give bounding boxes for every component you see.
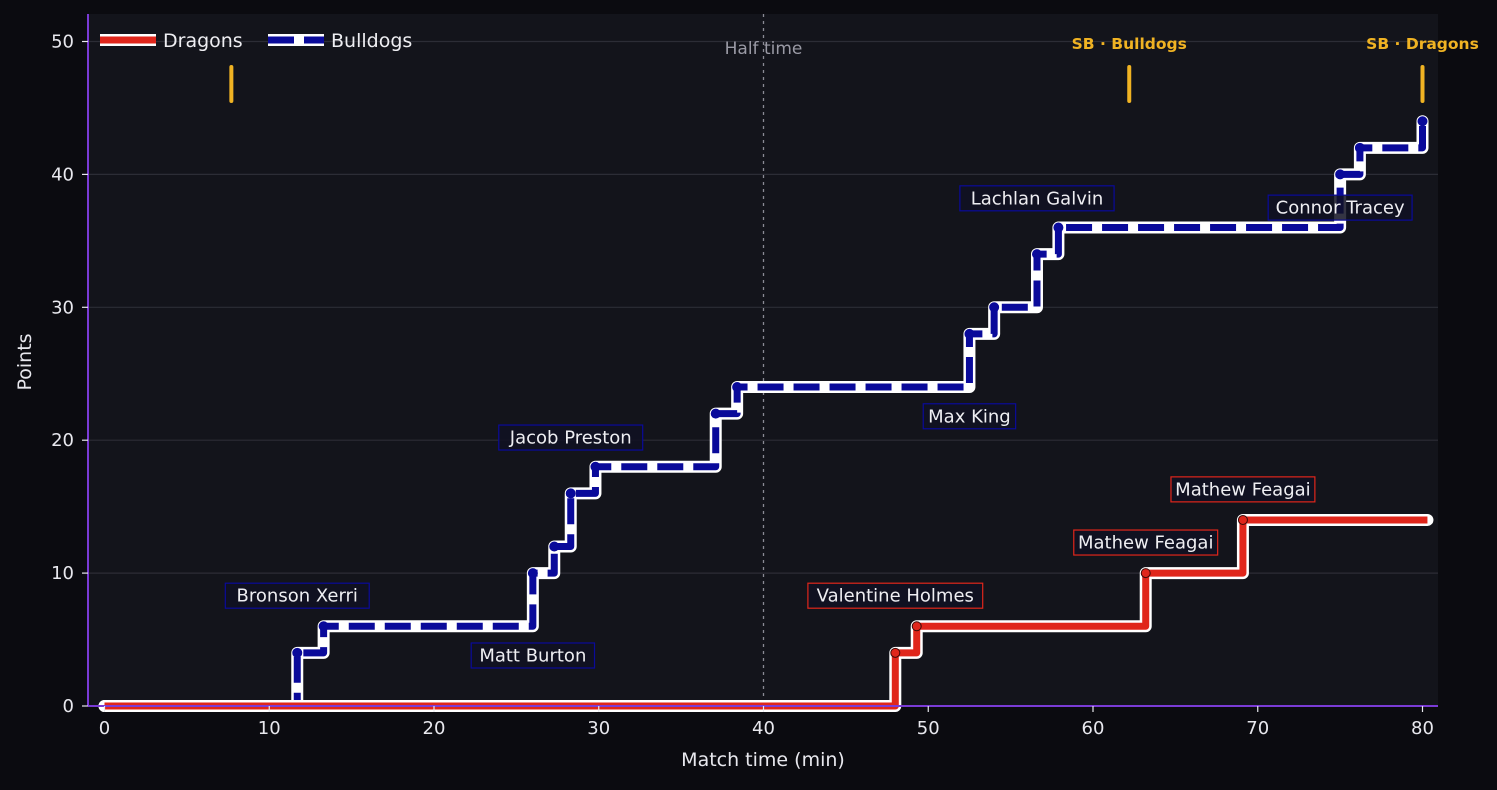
annotation-label: Valentine Holmes [817,586,974,607]
y-tick-label: 30 [51,297,74,318]
dragons-score-point [911,621,922,632]
annotation-label: Mathew Feagai [1175,479,1310,500]
annotation-label: Matt Burton [479,645,586,666]
x-tick-label: 60 [1082,718,1105,739]
y-axis-label: Points [14,333,36,390]
annotation-box [224,582,370,609]
legend-label-dragons: Dragons [163,30,243,52]
scorer-annotation: Lachlan Galvin [959,185,1115,212]
bulldogs-score-point [527,568,538,579]
x-tick-label: 30 [587,718,610,739]
annotation-box [470,642,596,669]
bulldogs-score-point [1335,169,1346,180]
scorer-annotation: Max King [922,403,1017,430]
annotation-label: Lachlan Galvin [971,188,1104,209]
legend-item-dragons: Dragons [100,30,243,52]
bulldogs-score-point [565,488,576,499]
annotation-box [1170,476,1316,503]
legend-label-bulldogs: Bulldogs [331,30,412,52]
x-tick-label: 50 [917,718,940,739]
bulldogs-score-point [989,302,1000,313]
bulldogs-line [104,121,1426,710]
scorer-annotation: Mathew Feagai [1170,476,1316,503]
annotation-label: Jacob Preston [509,428,632,449]
half-time-label: Half time [725,39,803,59]
annotation-label: Connor Tracey [1276,198,1405,219]
y-tick-label: 40 [51,164,74,185]
bulldogs-score-point [590,461,601,472]
half-time-marker: Half time [725,14,803,706]
scorer-annotation: Matt Burton [470,642,596,669]
annotation-box [807,582,984,609]
annotation-box [959,185,1115,212]
bulldogs-score-point [1031,249,1042,260]
y-tick-label: 10 [51,563,74,584]
annotation-label: Bronson Xerri [237,586,358,607]
bulldogs-score-point [1417,116,1428,127]
x-tick-label: 0 [99,718,110,739]
bulldogs-score-point [710,408,721,419]
y-tick-label: 20 [51,430,74,451]
x-axis-label: Match time (min) [681,749,845,771]
dragons-score-point [1237,514,1248,525]
scorer-annotation: Bronson Xerri [224,582,370,609]
annotation-box [1267,194,1413,221]
scorer-annotation: Jacob Preston [498,424,644,451]
ticks: 0 10 20 30 40 50 60 70 80 0 10 20 30 40 50 [51,32,1434,740]
bulldogs-score-point [732,382,743,393]
scorer-annotation: Connor Tracey [1267,194,1413,221]
dragons-score-point [890,647,901,658]
series [98,115,1434,712]
legend-item-bulldogs: Bulldogs [268,30,412,52]
bulldogs-score-point [549,541,560,552]
x-tick-label: 10 [258,718,281,739]
x-tick-label: 40 [752,718,775,739]
scorer-annotation: Valentine Holmes [807,582,984,609]
dragons-score-point [1140,568,1151,579]
bulldogs-score-point [1053,222,1064,233]
sin-bin-label: SB · Dragons [1366,35,1479,53]
dragons-series [98,513,1434,712]
bulldogs-series [98,115,1429,712]
bulldogs-score-point [318,621,329,632]
bulldogs-score-point [292,647,303,658]
sin-bin-markers: SB · Bulldogs SB · Dragons [229,35,1479,103]
y-tick-label: 50 [51,32,74,53]
legend: Dragons Bulldogs [100,30,412,52]
bulldogs-score-point [1354,142,1365,153]
y-tick-label: 0 [63,696,74,717]
annotation-box [922,403,1017,430]
annotation-label: Mathew Feagai [1078,533,1213,554]
annotations: Bronson Xerri Matt Burton Jacob Preston Max… [224,185,1413,669]
sin-bin-label: SB · Bulldogs [1072,35,1187,53]
annotation-label: Max King [928,406,1011,427]
bulldogs-score-point [964,328,975,339]
annotation-box [1073,529,1219,556]
sin-bin-marker: SB · Bulldogs [1072,35,1187,103]
dragons-line [104,516,1428,710]
scorer-annotation: Mathew Feagai [1073,529,1219,556]
x-tick-label: 20 [423,718,446,739]
x-tick-label: 70 [1246,718,1269,739]
sin-bin-marker: SB · Dragons [1366,35,1479,103]
annotation-box [498,424,644,451]
x-tick-label: 80 [1411,718,1434,739]
